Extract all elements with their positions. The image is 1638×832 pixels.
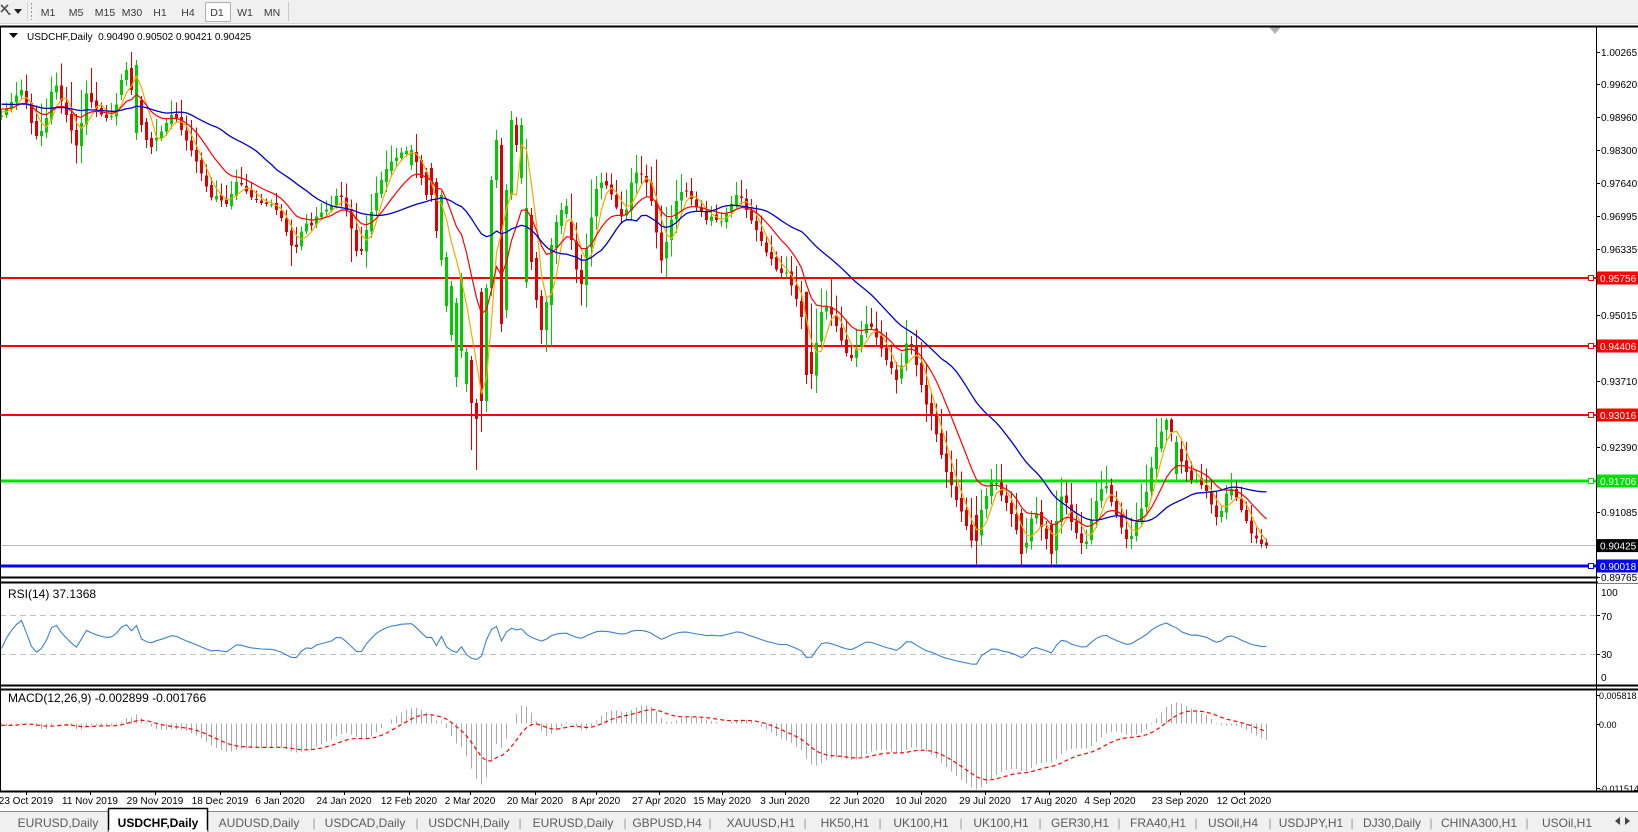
svg-text:|: |	[803, 816, 806, 830]
svg-text:1.00265: 1.00265	[1601, 48, 1638, 59]
svg-text:|: |	[1194, 816, 1197, 830]
svg-text:0.92390: 0.92390	[1601, 443, 1638, 454]
svg-text:17 Aug 2020: 17 Aug 2020	[1021, 796, 1078, 807]
svg-text:27 Apr 2020: 27 Apr 2020	[632, 796, 686, 807]
svg-text:24 Jan 2020: 24 Jan 2020	[316, 796, 371, 807]
svg-text:M1: M1	[41, 7, 56, 19]
svg-text:30: 30	[1601, 650, 1613, 661]
svg-text:HK50,H1: HK50,H1	[821, 816, 870, 830]
svg-text:0.96335: 0.96335	[1601, 245, 1638, 256]
svg-text:M15: M15	[95, 7, 116, 19]
svg-text:|: |	[312, 816, 315, 830]
svg-text:M5: M5	[69, 7, 84, 19]
svg-text:EURUSD,Daily: EURUSD,Daily	[533, 816, 614, 830]
svg-text:70: 70	[1601, 612, 1613, 623]
svg-text:H1: H1	[153, 7, 167, 19]
svg-text:EURUSD,Daily: EURUSD,Daily	[18, 816, 99, 830]
svg-text:0.99620: 0.99620	[1601, 80, 1638, 91]
svg-text:0: 0	[1601, 673, 1607, 684]
svg-text:|: |	[623, 816, 626, 830]
svg-text:FRA40,H1: FRA40,H1	[1130, 816, 1186, 830]
svg-text:0.00: 0.00	[1599, 720, 1617, 730]
svg-text:0.96995: 0.96995	[1601, 212, 1638, 223]
svg-text:|: |	[1268, 816, 1271, 830]
svg-text:UK100,H1: UK100,H1	[973, 816, 1029, 830]
svg-text:0.93016: 0.93016	[1600, 411, 1637, 422]
svg-text:USDCNH,Daily: USDCNH,Daily	[428, 816, 509, 830]
svg-text:100: 100	[1601, 588, 1618, 599]
svg-text:6 Jan 2020: 6 Jan 2020	[255, 796, 305, 807]
svg-text:|: |	[708, 816, 711, 830]
svg-text:-0.011514: -0.011514	[1599, 784, 1638, 794]
svg-text:11 Nov 2019: 11 Nov 2019	[62, 796, 118, 807]
svg-text:|: |	[1429, 816, 1432, 830]
svg-text:22 Jun 2020: 22 Jun 2020	[829, 796, 884, 807]
svg-text:CHINA300,H1: CHINA300,H1	[1441, 816, 1517, 830]
svg-text:2 Mar 2020: 2 Mar 2020	[445, 796, 496, 807]
svg-text:12 Oct 2020: 12 Oct 2020	[1217, 796, 1272, 807]
svg-text:18 Dec 2019: 18 Dec 2019	[192, 796, 249, 807]
svg-text:0.98960: 0.98960	[1601, 113, 1638, 124]
svg-text:|: |	[1038, 816, 1041, 830]
svg-text:10 Jul 2020: 10 Jul 2020	[895, 796, 947, 807]
svg-text:|: |	[415, 816, 418, 830]
svg-text:0.90425: 0.90425	[1600, 542, 1637, 553]
svg-text:DJ30,Daily: DJ30,Daily	[1363, 816, 1421, 830]
svg-text:|: |	[1350, 816, 1353, 830]
svg-text:RSI(14) 37.1368: RSI(14) 37.1368	[8, 587, 96, 601]
svg-text:20 Mar 2020: 20 Mar 2020	[507, 796, 564, 807]
svg-text:USOil,H4: USOil,H4	[1208, 816, 1258, 830]
svg-text:|: |	[1525, 816, 1528, 830]
svg-text:0.91085: 0.91085	[1601, 508, 1638, 519]
svg-text:W1: W1	[237, 7, 253, 19]
svg-text:XAUUSD,H1: XAUUSD,H1	[727, 816, 796, 830]
svg-text:AUDUSD,Daily: AUDUSD,Daily	[219, 816, 300, 830]
svg-text:29 Nov 2019: 29 Nov 2019	[127, 796, 184, 807]
svg-text:MN: MN	[264, 7, 280, 19]
svg-text:0.94406: 0.94406	[1600, 342, 1637, 353]
svg-text:0.97640: 0.97640	[1601, 179, 1638, 190]
svg-text:0.95015: 0.95015	[1601, 311, 1638, 322]
svg-text:4 Sep 2020: 4 Sep 2020	[1084, 796, 1136, 807]
svg-text:GER30,H1: GER30,H1	[1051, 816, 1109, 830]
svg-text:0.95756: 0.95756	[1600, 274, 1637, 285]
svg-text:0.89765: 0.89765	[1601, 573, 1638, 584]
svg-text:USOil,H1: USOil,H1	[1542, 816, 1592, 830]
svg-text:|: |	[1117, 816, 1120, 830]
svg-text:15 May 2020: 15 May 2020	[693, 796, 751, 807]
svg-text:0.98300: 0.98300	[1601, 146, 1638, 157]
svg-text:M30: M30	[122, 7, 143, 19]
svg-text:H4: H4	[181, 7, 195, 19]
svg-text:23 Oct 2019: 23 Oct 2019	[0, 796, 54, 807]
svg-text:29 Jul 2020: 29 Jul 2020	[959, 796, 1011, 807]
svg-text:USDCAD,Daily: USDCAD,Daily	[325, 816, 406, 830]
svg-text:|: |	[959, 816, 962, 830]
svg-text:USDCHF,Daily 0.90490 0.90502: USDCHF,Daily 0.90490 0.90502 0.90421 0.9…	[27, 32, 251, 43]
svg-text:MACD(12,26,9) -0.002899 -0.001: MACD(12,26,9) -0.002899 -0.001766	[8, 691, 206, 705]
svg-text:0.005818: 0.005818	[1599, 691, 1637, 701]
svg-text:8 Apr 2020: 8 Apr 2020	[572, 796, 621, 807]
svg-text:3 Jun 2020: 3 Jun 2020	[760, 796, 810, 807]
svg-text:UK100,H1: UK100,H1	[893, 816, 949, 830]
svg-text:|: |	[518, 816, 521, 830]
svg-text:0.90018: 0.90018	[1600, 562, 1637, 573]
svg-text:0.91706: 0.91706	[1600, 477, 1637, 488]
svg-text:0.93710: 0.93710	[1601, 377, 1638, 388]
svg-text:D1: D1	[210, 7, 224, 19]
svg-text:USDCHF,Daily: USDCHF,Daily	[118, 816, 199, 830]
svg-text:|: |	[878, 816, 881, 830]
svg-text:GBPUSD,H4: GBPUSD,H4	[632, 816, 702, 830]
svg-text:USDJPY,H1: USDJPY,H1	[1279, 816, 1344, 830]
svg-text:12 Feb 2020: 12 Feb 2020	[381, 796, 438, 807]
svg-text:23 Sep 2020: 23 Sep 2020	[1152, 796, 1209, 807]
